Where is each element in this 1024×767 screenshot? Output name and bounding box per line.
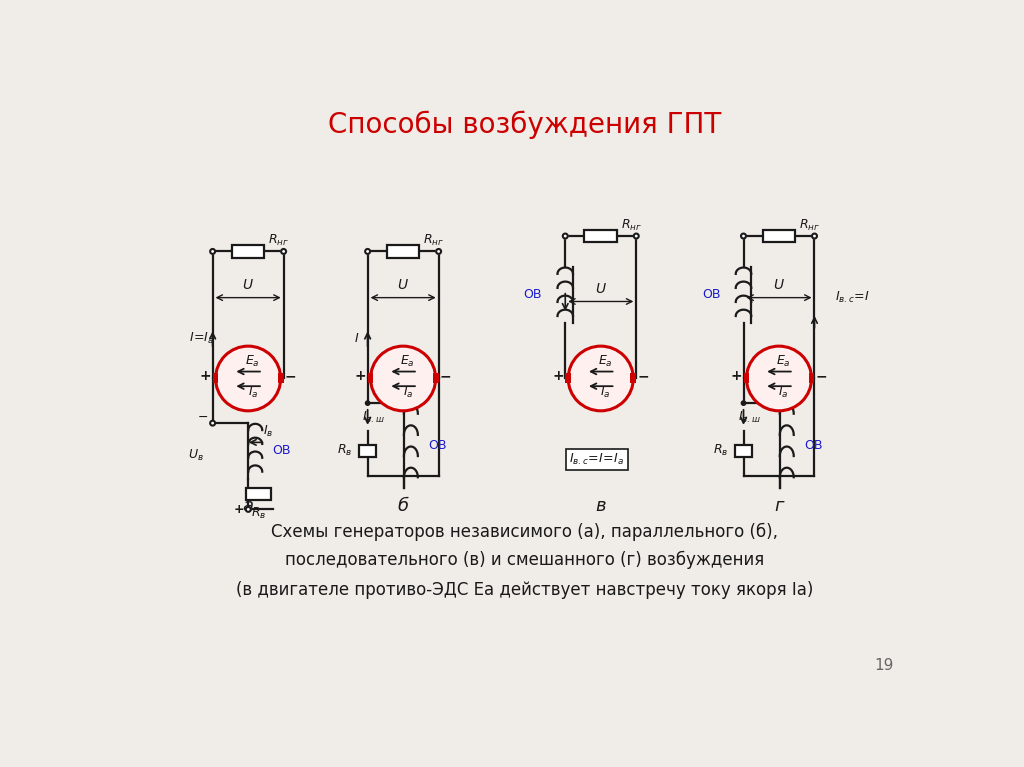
Circle shape xyxy=(366,249,370,254)
Circle shape xyxy=(436,249,441,254)
Text: $U$: $U$ xyxy=(595,282,606,296)
Text: $I_a$: $I_a$ xyxy=(600,384,610,400)
Text: −: − xyxy=(439,369,452,384)
Text: последовательного (в) и смешанного (г) возбуждения: последовательного (в) и смешанного (г) в… xyxy=(285,550,765,568)
Circle shape xyxy=(216,346,281,411)
Text: (в двигателе противо-ЭДС Еа действует навстречу току якоря Iа): (в двигателе противо-ЭДС Еа действует на… xyxy=(237,581,813,599)
Text: б: б xyxy=(397,496,409,515)
Bar xyxy=(565,374,571,384)
Text: −: − xyxy=(198,410,209,423)
Circle shape xyxy=(634,234,639,239)
Text: Схемы генераторов независимого (а), параллельного (б),: Схемы генераторов независимого (а), пара… xyxy=(271,522,778,541)
Text: ОВ: ОВ xyxy=(523,288,542,301)
Text: −: − xyxy=(637,369,649,384)
Bar xyxy=(433,374,438,384)
Text: $R_в$: $R_в$ xyxy=(713,443,728,459)
Text: $R_{нг}$: $R_{нг}$ xyxy=(621,218,642,233)
Circle shape xyxy=(282,249,286,254)
Text: ОВ: ОВ xyxy=(804,439,822,452)
Bar xyxy=(246,488,270,500)
Text: $I$: $I$ xyxy=(354,332,359,345)
Text: г: г xyxy=(774,496,783,515)
Bar xyxy=(387,245,420,258)
Text: 19: 19 xyxy=(873,658,893,673)
Circle shape xyxy=(812,234,817,239)
Circle shape xyxy=(563,234,567,239)
Text: $I_a$: $I_a$ xyxy=(402,384,413,400)
Text: $R_в$: $R_в$ xyxy=(337,443,352,459)
Text: $R_{нг}$: $R_{нг}$ xyxy=(799,218,820,233)
Circle shape xyxy=(741,401,745,405)
Text: +: + xyxy=(553,369,564,384)
Text: −: − xyxy=(285,369,296,384)
Text: $I_a$: $I_a$ xyxy=(778,384,788,400)
Text: $U$: $U$ xyxy=(243,278,254,292)
Text: $I_{в.ш}$: $I_{в.ш}$ xyxy=(738,410,761,425)
Circle shape xyxy=(741,234,746,239)
Text: +: + xyxy=(355,369,367,384)
Bar xyxy=(735,445,752,457)
Circle shape xyxy=(210,249,215,254)
Text: −: − xyxy=(816,369,827,384)
Circle shape xyxy=(568,346,633,411)
Text: +: + xyxy=(200,369,212,384)
Bar xyxy=(368,374,374,384)
Text: ОВ: ОВ xyxy=(272,444,291,457)
Text: в: в xyxy=(595,496,606,515)
Text: $E_a$: $E_a$ xyxy=(598,354,612,369)
Circle shape xyxy=(371,346,435,411)
Text: $I_{в.ш}$: $I_{в.ш}$ xyxy=(362,410,385,425)
Text: $I_{в.с}\!=\!I\!=\!I_a$: $I_{в.с}\!=\!I\!=\!I_a$ xyxy=(569,452,625,467)
Bar xyxy=(213,374,218,384)
Text: $I\!=\!I_a$: $I\!=\!I_a$ xyxy=(189,331,214,347)
Bar xyxy=(763,230,796,242)
Bar xyxy=(278,374,284,384)
Text: ОВ: ОВ xyxy=(701,288,720,301)
Bar xyxy=(743,374,750,384)
Text: $R_{нг}$: $R_{нг}$ xyxy=(423,233,444,249)
Text: $I_a$: $I_a$ xyxy=(248,384,258,400)
Text: $R_в$: $R_в$ xyxy=(251,505,266,521)
Text: ОВ: ОВ xyxy=(428,439,446,452)
Bar xyxy=(231,245,264,258)
Text: $R_{нг}$: $R_{нг}$ xyxy=(268,233,290,249)
Text: $E_a$: $E_a$ xyxy=(776,354,791,369)
Text: $I_{в.с}\!=\!I$: $I_{в.с}\!=\!I$ xyxy=(835,290,869,305)
Text: $E_a$: $E_a$ xyxy=(400,354,415,369)
Circle shape xyxy=(246,507,251,512)
Bar xyxy=(631,374,636,384)
Bar xyxy=(809,374,814,384)
Text: Способы возбуждения ГПТ: Способы возбуждения ГПТ xyxy=(328,110,722,139)
Circle shape xyxy=(210,420,215,426)
Text: $I_в$: $I_в$ xyxy=(263,424,273,439)
Text: $U$: $U$ xyxy=(397,278,409,292)
Text: $U_в$: $U_в$ xyxy=(187,448,204,463)
Circle shape xyxy=(366,401,370,405)
Text: $U$: $U$ xyxy=(773,278,785,292)
Text: а: а xyxy=(243,496,254,515)
Text: +: + xyxy=(731,369,742,384)
Circle shape xyxy=(746,346,812,411)
Bar xyxy=(585,230,617,242)
Bar xyxy=(359,445,376,457)
Text: $E_a$: $E_a$ xyxy=(246,354,260,369)
Text: +: + xyxy=(233,503,245,516)
